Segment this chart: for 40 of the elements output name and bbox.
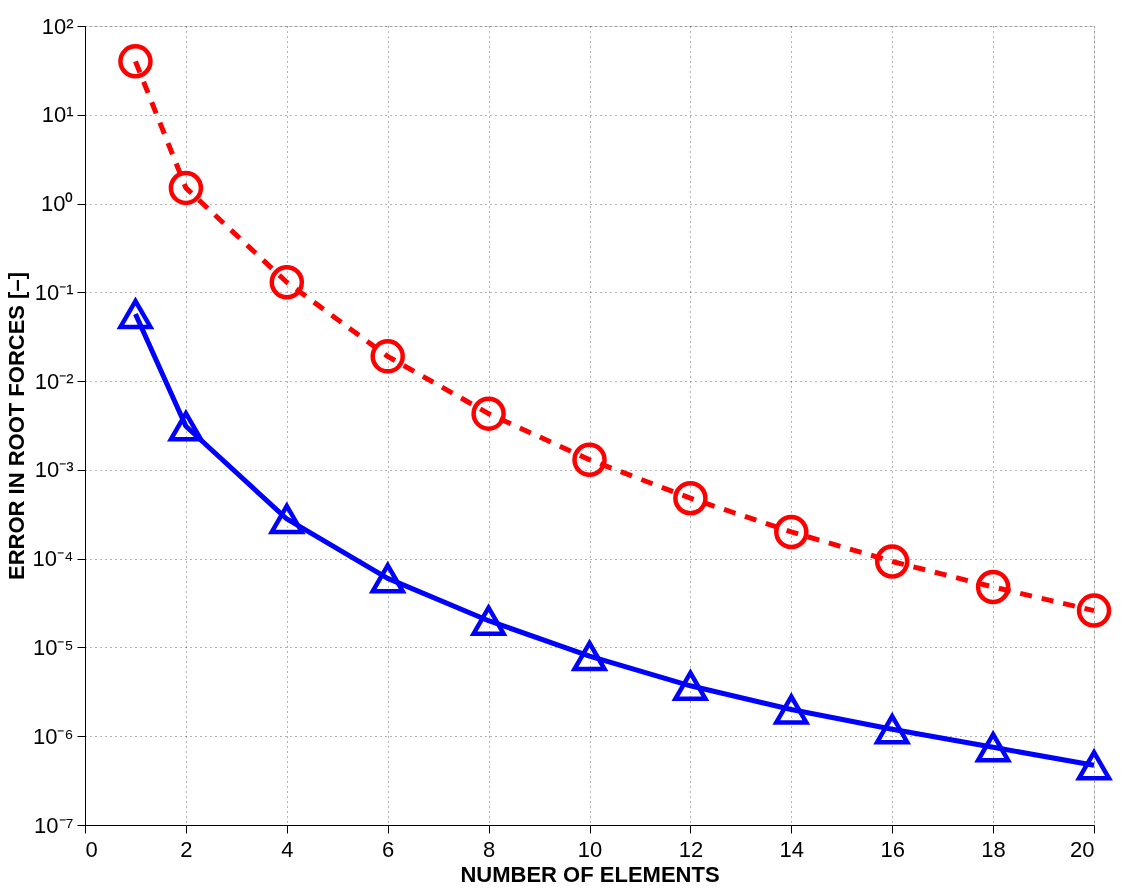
point — [1076, 750, 1112, 781]
y-tick-label: 10⁻¹ — [34, 279, 74, 305]
point — [774, 514, 809, 550]
point — [673, 480, 708, 516]
x-tick-label: 20 — [1070, 836, 1095, 862]
x-tick-label: 12 — [678, 836, 704, 862]
y-tick-label: 10¹ — [41, 102, 74, 128]
point — [370, 339, 405, 374]
point — [268, 501, 306, 535]
x-tick-label: 10 — [577, 836, 603, 862]
point — [572, 442, 607, 477]
y-axis-title: ERROR IN ROOT FORCES [–] — [3, 271, 29, 581]
x-tick-label: 18 — [981, 836, 1006, 862]
y-tick-label: 10⁻⁷ — [34, 812, 74, 838]
point — [1076, 593, 1112, 628]
x-tick-label: 16 — [880, 836, 905, 862]
y-tick-label: 10⁻⁴ — [32, 546, 74, 572]
y-tick-label: 10⁻⁶ — [32, 723, 74, 749]
point — [570, 638, 609, 672]
y-tick-label: 10⁻² — [34, 368, 74, 394]
point — [975, 569, 1011, 605]
point — [118, 44, 153, 79]
point — [874, 544, 910, 579]
x-tick-label: 6 — [382, 836, 395, 862]
y-tick-label: 10⁰ — [41, 191, 74, 217]
point — [168, 170, 204, 206]
x-axis-title: NUMBER OF ELEMENTS — [460, 861, 720, 887]
point — [873, 711, 911, 745]
y-tick-label: 10² — [41, 13, 74, 39]
point — [269, 265, 305, 300]
x-tick-label: 8 — [482, 836, 496, 862]
point — [116, 296, 155, 330]
x-tick-label: 14 — [779, 836, 805, 862]
x-tick-label: 4 — [281, 836, 294, 862]
y-tick-label: 10⁻³ — [34, 457, 74, 483]
point — [471, 396, 506, 431]
point — [671, 668, 710, 702]
x-tick-label: 2 — [180, 836, 193, 862]
x-tick-label: 0 — [85, 836, 98, 862]
y-tick-label: 10⁻⁵ — [32, 634, 74, 660]
